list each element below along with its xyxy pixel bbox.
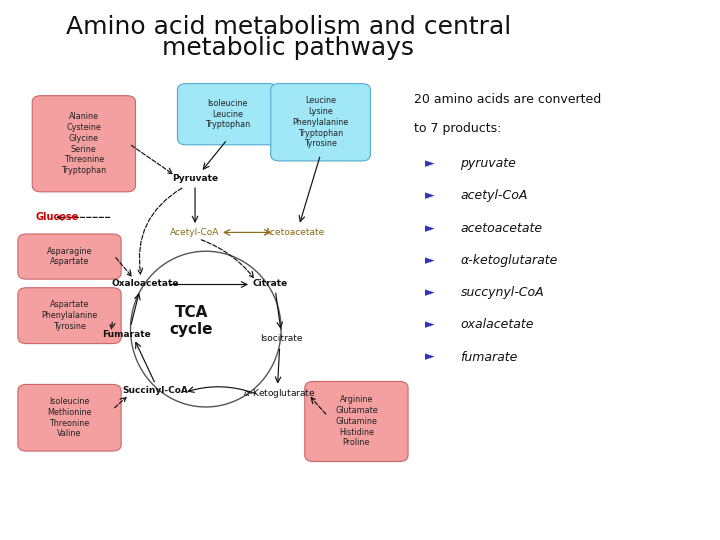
- Text: Isocitrate: Isocitrate: [260, 334, 302, 343]
- Text: Succinyl-CoA: Succinyl-CoA: [122, 387, 189, 395]
- Text: fumarate: fumarate: [460, 350, 518, 363]
- Text: Oxaloacetate: Oxaloacetate: [111, 279, 179, 288]
- FancyBboxPatch shape: [18, 288, 121, 343]
- Text: ►: ►: [425, 157, 434, 170]
- Text: pyruvate: pyruvate: [460, 157, 516, 170]
- Text: metabolic pathways: metabolic pathways: [162, 36, 414, 60]
- Text: $\alpha$-Ketoglutarate: $\alpha$-Ketoglutarate: [243, 387, 316, 400]
- Text: Amino acid metabolism and central: Amino acid metabolism and central: [66, 15, 511, 39]
- Text: Arginine
Glutamate
Glutamine
Histidine
Proline: Arginine Glutamate Glutamine Histidine P…: [335, 395, 378, 448]
- Text: 20 amino acids are converted: 20 amino acids are converted: [414, 93, 601, 106]
- Text: TCA
cycle: TCA cycle: [170, 305, 213, 338]
- Text: Leucine
Lysine
Phenylalanine
Tryptophan
Tyrosine: Leucine Lysine Phenylalanine Tryptophan …: [292, 96, 348, 148]
- Text: Pyruvate: Pyruvate: [172, 174, 218, 183]
- Text: ►: ►: [425, 221, 434, 235]
- FancyBboxPatch shape: [177, 84, 277, 145]
- FancyBboxPatch shape: [32, 96, 135, 192]
- Text: ►: ►: [425, 350, 434, 363]
- Text: ►: ►: [425, 319, 434, 332]
- Text: acetyl-CoA: acetyl-CoA: [460, 190, 528, 202]
- Text: acetoacetate: acetoacetate: [460, 221, 543, 235]
- Text: Acetoacetate: Acetoacetate: [266, 228, 325, 237]
- Text: α-ketoglutarate: α-ketoglutarate: [460, 254, 558, 267]
- Text: ►: ►: [425, 254, 434, 267]
- Text: Aspartate
Phenylalanine
Tyrosine: Aspartate Phenylalanine Tyrosine: [41, 300, 98, 331]
- Text: ►: ►: [425, 286, 434, 299]
- Text: Glucose: Glucose: [36, 212, 79, 222]
- Text: Acetyl-CoA: Acetyl-CoA: [171, 228, 220, 237]
- Text: succynyl-CoA: succynyl-CoA: [460, 286, 544, 299]
- Text: ►: ►: [425, 190, 434, 202]
- FancyBboxPatch shape: [18, 384, 121, 451]
- Text: Isoleucine
Leucine
Tryptophan: Isoleucine Leucine Tryptophan: [204, 99, 250, 130]
- Text: Alanine
Cysteine
Glycine
Serine
Threonine
Tryptophan: Alanine Cysteine Glycine Serine Threonin…: [61, 112, 107, 175]
- FancyBboxPatch shape: [18, 234, 121, 279]
- Text: oxalacetate: oxalacetate: [460, 319, 534, 332]
- Text: Isoleucine
Methionine
Threonine
Valine: Isoleucine Methionine Threonine Valine: [48, 397, 91, 438]
- FancyBboxPatch shape: [305, 381, 408, 462]
- Text: to 7 products:: to 7 products:: [414, 122, 501, 135]
- Text: Asparagine
Aspartate: Asparagine Aspartate: [47, 247, 92, 266]
- FancyBboxPatch shape: [271, 84, 370, 161]
- Text: Fumarate: Fumarate: [102, 330, 151, 339]
- Text: Citrate: Citrate: [253, 279, 288, 288]
